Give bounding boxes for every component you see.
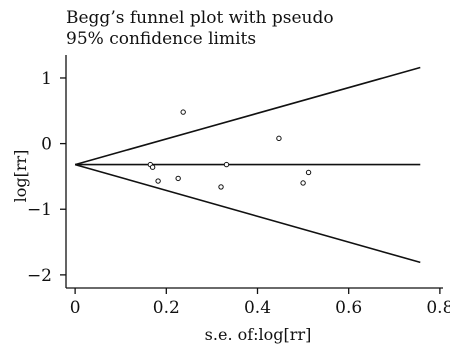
study-point xyxy=(155,178,161,184)
x-tick-label: 0 xyxy=(70,298,81,318)
upper-confidence-limit xyxy=(74,66,421,166)
study-point xyxy=(218,184,224,190)
y-tick-label: 0 xyxy=(41,135,52,155)
study-point xyxy=(149,164,156,170)
lower-confidence-limit xyxy=(74,163,421,264)
study-point xyxy=(305,169,312,176)
plot-area: 1 0 −1 −2 0 0.2 0.4 0.6 0.8 xyxy=(27,55,450,318)
x-tick-label: 0.2 xyxy=(153,298,180,318)
study-point xyxy=(180,109,186,115)
study-point xyxy=(223,161,230,168)
y-tick-label: −2 xyxy=(27,266,52,286)
x-tick-label: 0.8 xyxy=(426,298,450,318)
x-tick-label: 0.4 xyxy=(244,298,271,318)
study-point xyxy=(300,180,306,186)
y-tick-label: 1 xyxy=(41,69,52,89)
chart-title-line-2: 95% confidence limits xyxy=(66,29,256,49)
study-point xyxy=(175,175,181,182)
y-axis-label: log[rr] xyxy=(11,150,30,203)
study-point xyxy=(276,135,282,142)
x-tick-label: 0.6 xyxy=(335,298,362,318)
x-axis-label: s.e. of:log[rr] xyxy=(205,325,312,344)
y-tick-label: −1 xyxy=(27,200,52,220)
chart-title-line-1: Begg’s funnel plot with pseudo xyxy=(66,8,334,28)
